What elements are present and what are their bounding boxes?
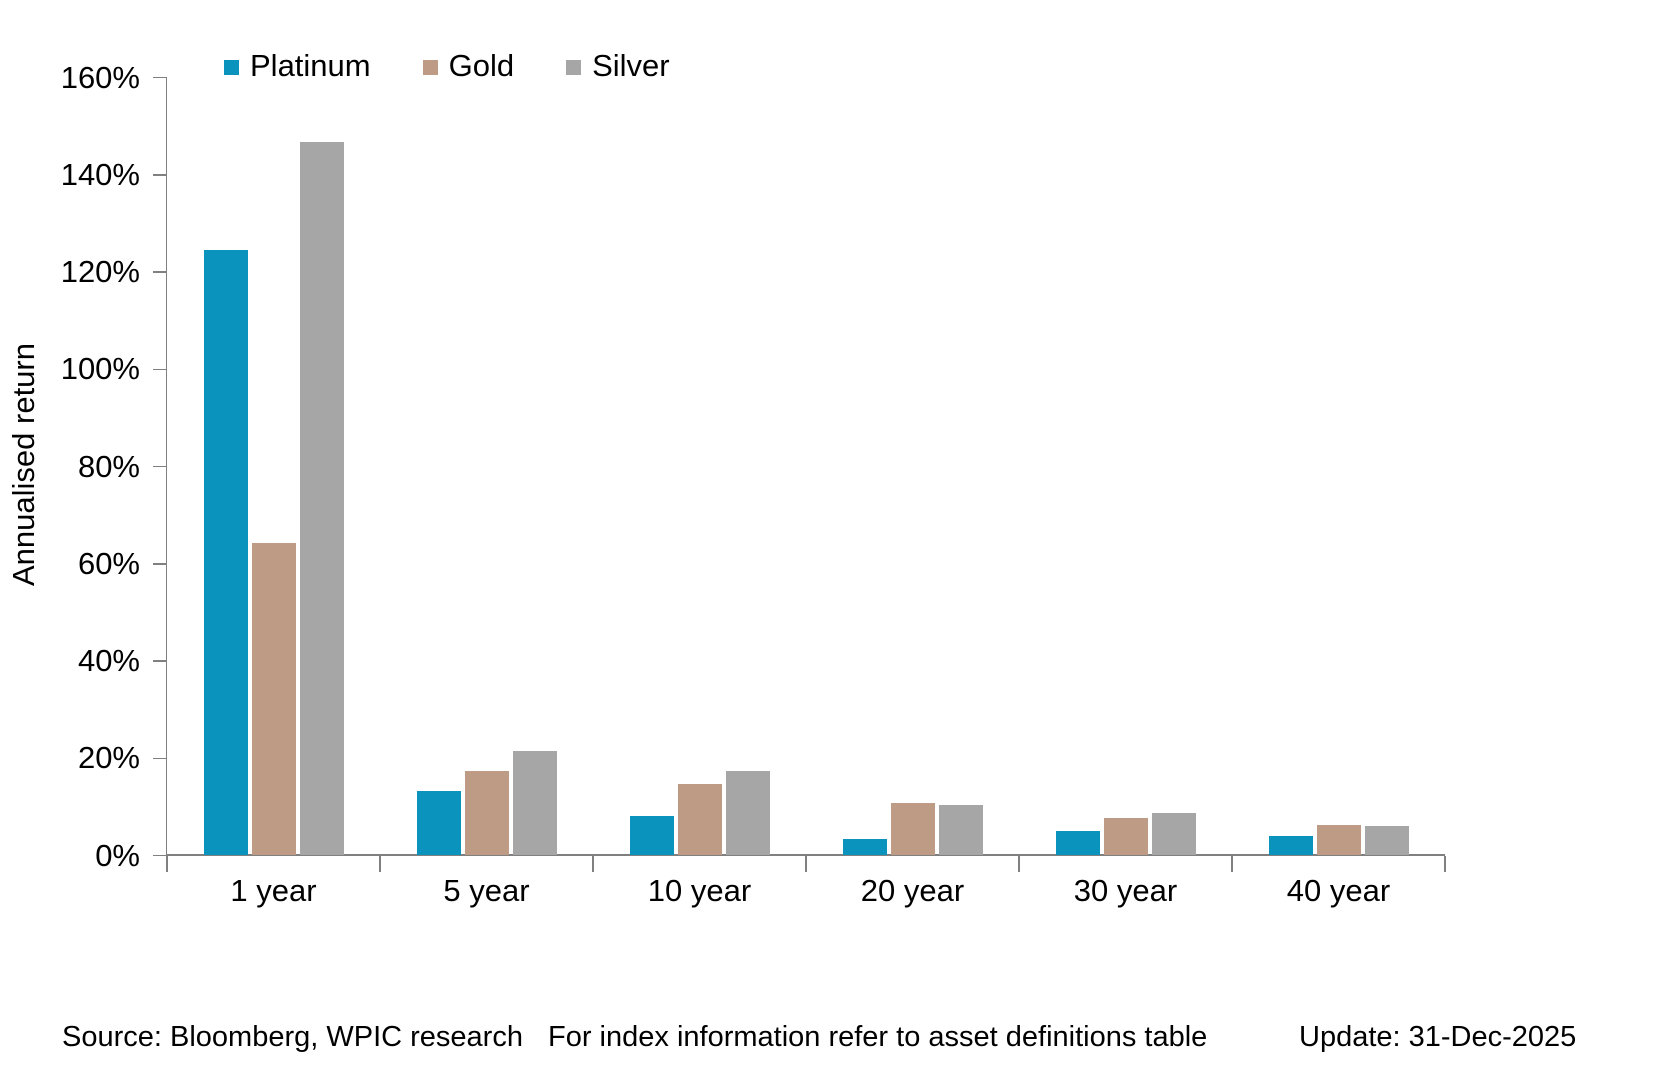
x-tick-label: 30 year: [1073, 872, 1178, 908]
y-tick-mark: [153, 465, 167, 468]
legend-label-gold: Gold: [448, 48, 515, 83]
y-tick-label: 40%: [77, 643, 140, 678]
footer-note: For index information refer to asset def…: [548, 1021, 1208, 1053]
x-tick-mark: [592, 855, 594, 872]
bar-gold-10-year: [677, 784, 722, 856]
y-tick-label: 160%: [60, 59, 140, 95]
bar-silver-40-year: [1364, 825, 1409, 856]
x-tick-label: 1 year: [230, 872, 317, 908]
y-tick-label: 20%: [77, 740, 140, 776]
chart-legend: Platinum Gold Silver: [224, 48, 670, 84]
y-tick-mark: [153, 76, 167, 79]
legend-swatch-platinum: [224, 59, 239, 75]
y-tick-mark: [153, 660, 167, 662]
x-tick-mark: [166, 855, 168, 872]
x-tick-label: 10 year: [647, 872, 752, 908]
legend-label-platinum: Platinum: [250, 48, 371, 83]
bar-gold-30-year: [1103, 818, 1148, 856]
legend-item-silver: Silver: [566, 48, 670, 84]
y-tick-label: 100%: [60, 351, 140, 387]
legend-swatch-gold: [422, 59, 438, 75]
bar-platinum-5-year: [416, 790, 461, 856]
footer-source: Source: Bloomberg, WPIC research: [62, 1021, 523, 1053]
bar-silver-10-year: [725, 770, 770, 856]
x-tick-mark: [1018, 855, 1020, 872]
y-tick-mark: [153, 368, 167, 370]
legend-label-silver: Silver: [592, 48, 670, 83]
bar-platinum-30-year: [1055, 830, 1100, 856]
x-tick-label: 5 year: [443, 872, 530, 908]
bar-silver-20-year: [938, 804, 983, 856]
y-axis-line: [165, 77, 167, 872]
y-tick-mark: [153, 757, 167, 759]
bar-platinum-1-year: [203, 250, 248, 856]
x-tick-label: 40 year: [1286, 872, 1391, 908]
bar-silver-5-year: [512, 750, 557, 856]
x-tick-mark: [379, 855, 381, 872]
legend-item-platinum: Platinum: [224, 48, 371, 84]
legend-swatch-silver: [566, 59, 582, 75]
bar-gold-1-year: [251, 543, 296, 856]
bar-platinum-40-year: [1268, 836, 1313, 856]
footer-update: Update: 31-Dec-2025: [1299, 1021, 1577, 1053]
bar-silver-30-year: [1151, 813, 1196, 856]
bar-gold-40-year: [1316, 824, 1361, 856]
bar-platinum-20-year: [842, 839, 887, 856]
x-axis-line: [165, 854, 1445, 856]
y-tick-label: 140%: [60, 156, 140, 192]
x-tick-mark: [805, 855, 807, 872]
bar-silver-1-year: [299, 141, 344, 856]
y-tick-label: 60%: [77, 545, 140, 581]
bar-gold-5-year: [464, 770, 509, 856]
y-tick-label: 80%: [77, 448, 140, 484]
x-tick-mark: [1444, 855, 1446, 872]
y-tick-mark: [153, 271, 167, 273]
bar-platinum-10-year: [629, 815, 674, 856]
y-tick-mark: [153, 563, 167, 565]
y-tick-mark: [153, 174, 167, 176]
y-tick-mark: [153, 854, 167, 857]
bar-gold-20-year: [890, 802, 935, 856]
legend-item-gold: Gold: [422, 48, 515, 84]
x-tick-mark: [1231, 855, 1233, 872]
x-tick-label: 20 year: [860, 872, 965, 908]
y-tick-label: 0%: [95, 837, 140, 873]
y-tick-label: 120%: [60, 254, 140, 289]
